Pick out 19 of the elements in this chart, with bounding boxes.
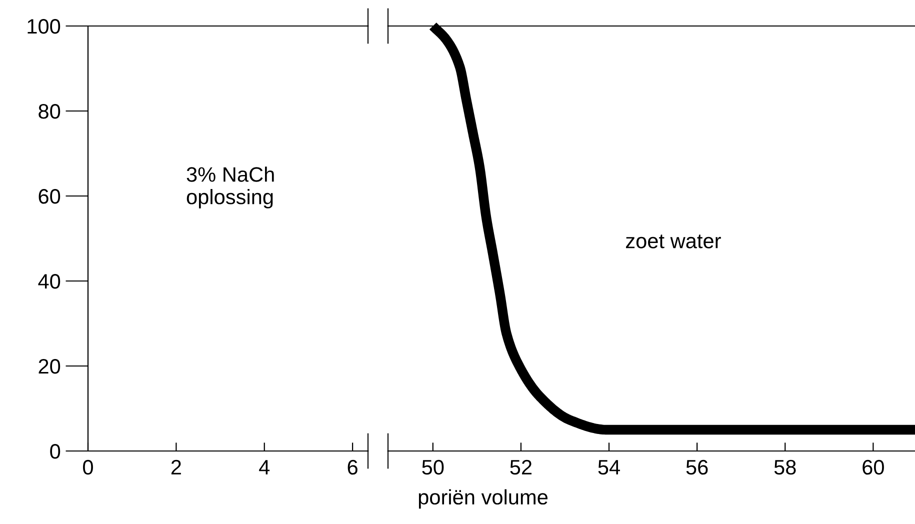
y-tick-label: 20 (38, 359, 60, 374)
x-tick-label: 60 (862, 460, 884, 475)
x-tick-label: 6 (348, 460, 358, 475)
x-tick-label: 4 (259, 460, 270, 474)
x-tick-label: 58 (774, 460, 796, 475)
x-tick-label: 54 (598, 460, 620, 475)
annotation: 3% NaCh oplossing (186, 166, 274, 208)
x-tick-label: 50 (422, 460, 444, 475)
y-tick-label: 60 (38, 189, 60, 204)
y-tick-label: 100 (28, 19, 60, 34)
y-tick-label: 0 (50, 444, 60, 459)
x-tick-label: 52 (510, 460, 532, 475)
annotation: zoet water (626, 234, 721, 248)
y-tick-label: 80 (38, 104, 60, 119)
x-tick-label: 56 (686, 460, 708, 475)
x-tick-label: 0 (83, 460, 93, 475)
x-axis-title: poriën volume (418, 489, 548, 509)
x-tick-label: 2 (171, 460, 181, 474)
y-tick-label: 40 (38, 274, 60, 289)
